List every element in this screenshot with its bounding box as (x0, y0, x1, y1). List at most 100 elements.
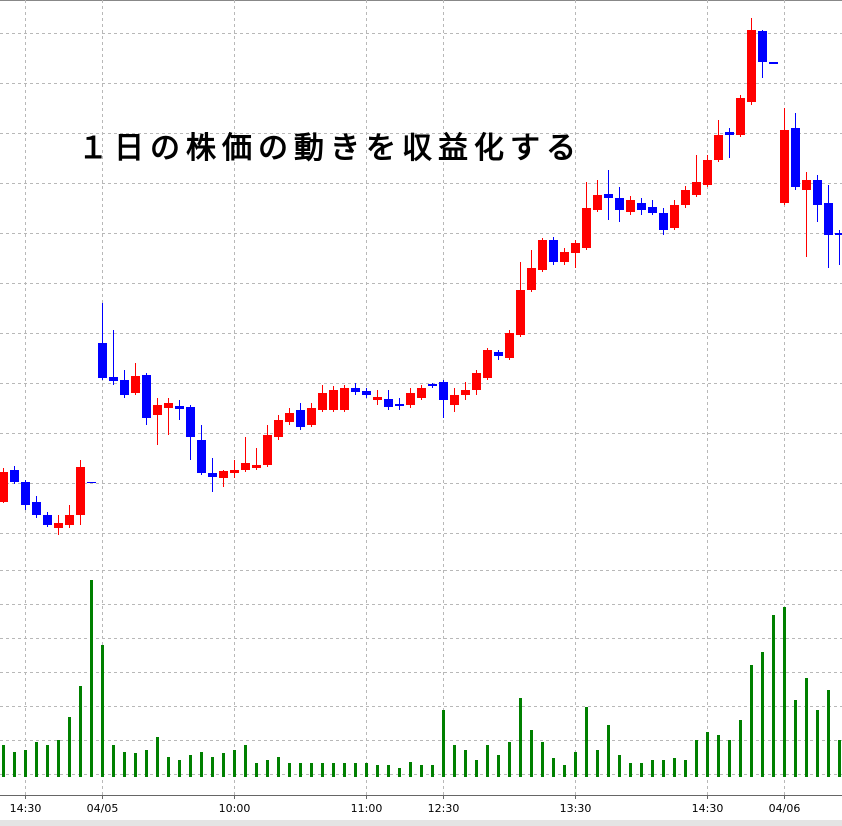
candle-body (208, 473, 217, 477)
candle-body (692, 182, 701, 195)
volume-bar (541, 742, 544, 777)
candle-body (142, 375, 151, 418)
volume-bar (178, 760, 181, 777)
candle-body (538, 240, 547, 270)
volume-bar (189, 755, 192, 777)
volume-bar (750, 665, 753, 777)
candle-body (120, 380, 129, 395)
volume-bar (277, 757, 280, 777)
candle-body (450, 395, 459, 405)
candle-body (219, 471, 228, 478)
volume-bar (156, 737, 159, 777)
volume-bar (519, 698, 522, 777)
candle-body (43, 515, 52, 525)
volume-bar (486, 745, 489, 777)
volume-bar (354, 763, 357, 777)
volume-bar (398, 768, 401, 777)
x-tick-label: 14:30 (10, 802, 42, 815)
candle-body (153, 405, 162, 415)
candle-body (340, 388, 349, 410)
candle-body (417, 388, 426, 398)
volume-bar (343, 763, 346, 777)
volume-bar (629, 763, 632, 777)
candle-body (384, 399, 393, 407)
candle-body (318, 393, 327, 410)
candle-body (736, 98, 745, 135)
volume-bar (255, 763, 258, 777)
volume-bar (409, 762, 412, 777)
candle-body (670, 205, 679, 228)
candle-body (494, 352, 503, 356)
volume-bar (2, 745, 5, 777)
volume-bar (794, 700, 797, 777)
candle-body (560, 252, 569, 262)
volume-bar (332, 763, 335, 777)
volume-bar (805, 678, 808, 777)
candle-body (615, 198, 624, 210)
candle-body (516, 290, 525, 335)
candle-body (351, 388, 360, 392)
volume-bar (112, 745, 115, 777)
candle-body (362, 391, 371, 395)
volume-bar (673, 758, 676, 777)
volume-bar (321, 763, 324, 777)
candle-body (230, 470, 239, 473)
candle-body (571, 243, 580, 253)
volume-bar (475, 760, 478, 777)
candle-body (54, 523, 63, 528)
candle-body (175, 406, 184, 409)
candle-body (131, 376, 140, 393)
candle-body (472, 373, 481, 390)
candle-body (813, 180, 822, 205)
volume-bar (607, 725, 610, 777)
volume-bar (563, 765, 566, 777)
candle-body (395, 404, 404, 406)
candle-body (648, 207, 657, 213)
volume-bar (211, 757, 214, 777)
x-tick-label: 13:30 (560, 802, 592, 815)
volume-bar (266, 760, 269, 777)
volume-bar (618, 755, 621, 777)
volume-bar (387, 765, 390, 777)
candle-body (604, 194, 613, 198)
volume-bar (640, 763, 643, 777)
candle-body (780, 130, 789, 203)
volume-bar (310, 763, 313, 777)
volume-bar (420, 765, 423, 777)
candle-body (659, 213, 668, 230)
volume-bar (222, 753, 225, 777)
volume-bar (233, 750, 236, 777)
candle-body (263, 435, 272, 465)
x-tick-label: 04/06 (769, 802, 801, 815)
x-tick-label: 11:00 (351, 802, 383, 815)
volume-bar (530, 730, 533, 777)
volume-bar (739, 720, 742, 777)
chart-title: １日の株価の動きを収益化する (78, 131, 582, 166)
volume-bar (46, 745, 49, 777)
candle-body (0, 472, 8, 502)
candle-body (681, 190, 690, 205)
volume-bar (57, 740, 60, 777)
candle-body (505, 333, 514, 358)
volume-bar (761, 652, 764, 777)
volume-bar (244, 745, 247, 777)
volume-bar (827, 690, 830, 777)
candle-body (32, 502, 41, 515)
candle-body (296, 410, 305, 427)
candle-body (76, 467, 85, 515)
candle-body (758, 31, 767, 62)
candle-body (593, 195, 602, 210)
volume-bar (706, 732, 709, 777)
candle-body (835, 233, 842, 235)
volume-bar (365, 763, 368, 777)
volume-bar (24, 750, 27, 777)
volume-bar (651, 760, 654, 777)
volume-bar (552, 758, 555, 777)
volume-bar (838, 740, 841, 777)
volume-bar (145, 750, 148, 777)
candle-body (802, 180, 811, 190)
volume-bar (13, 752, 16, 777)
candle-body (252, 465, 261, 468)
x-tick-label: 10:00 (219, 802, 251, 815)
